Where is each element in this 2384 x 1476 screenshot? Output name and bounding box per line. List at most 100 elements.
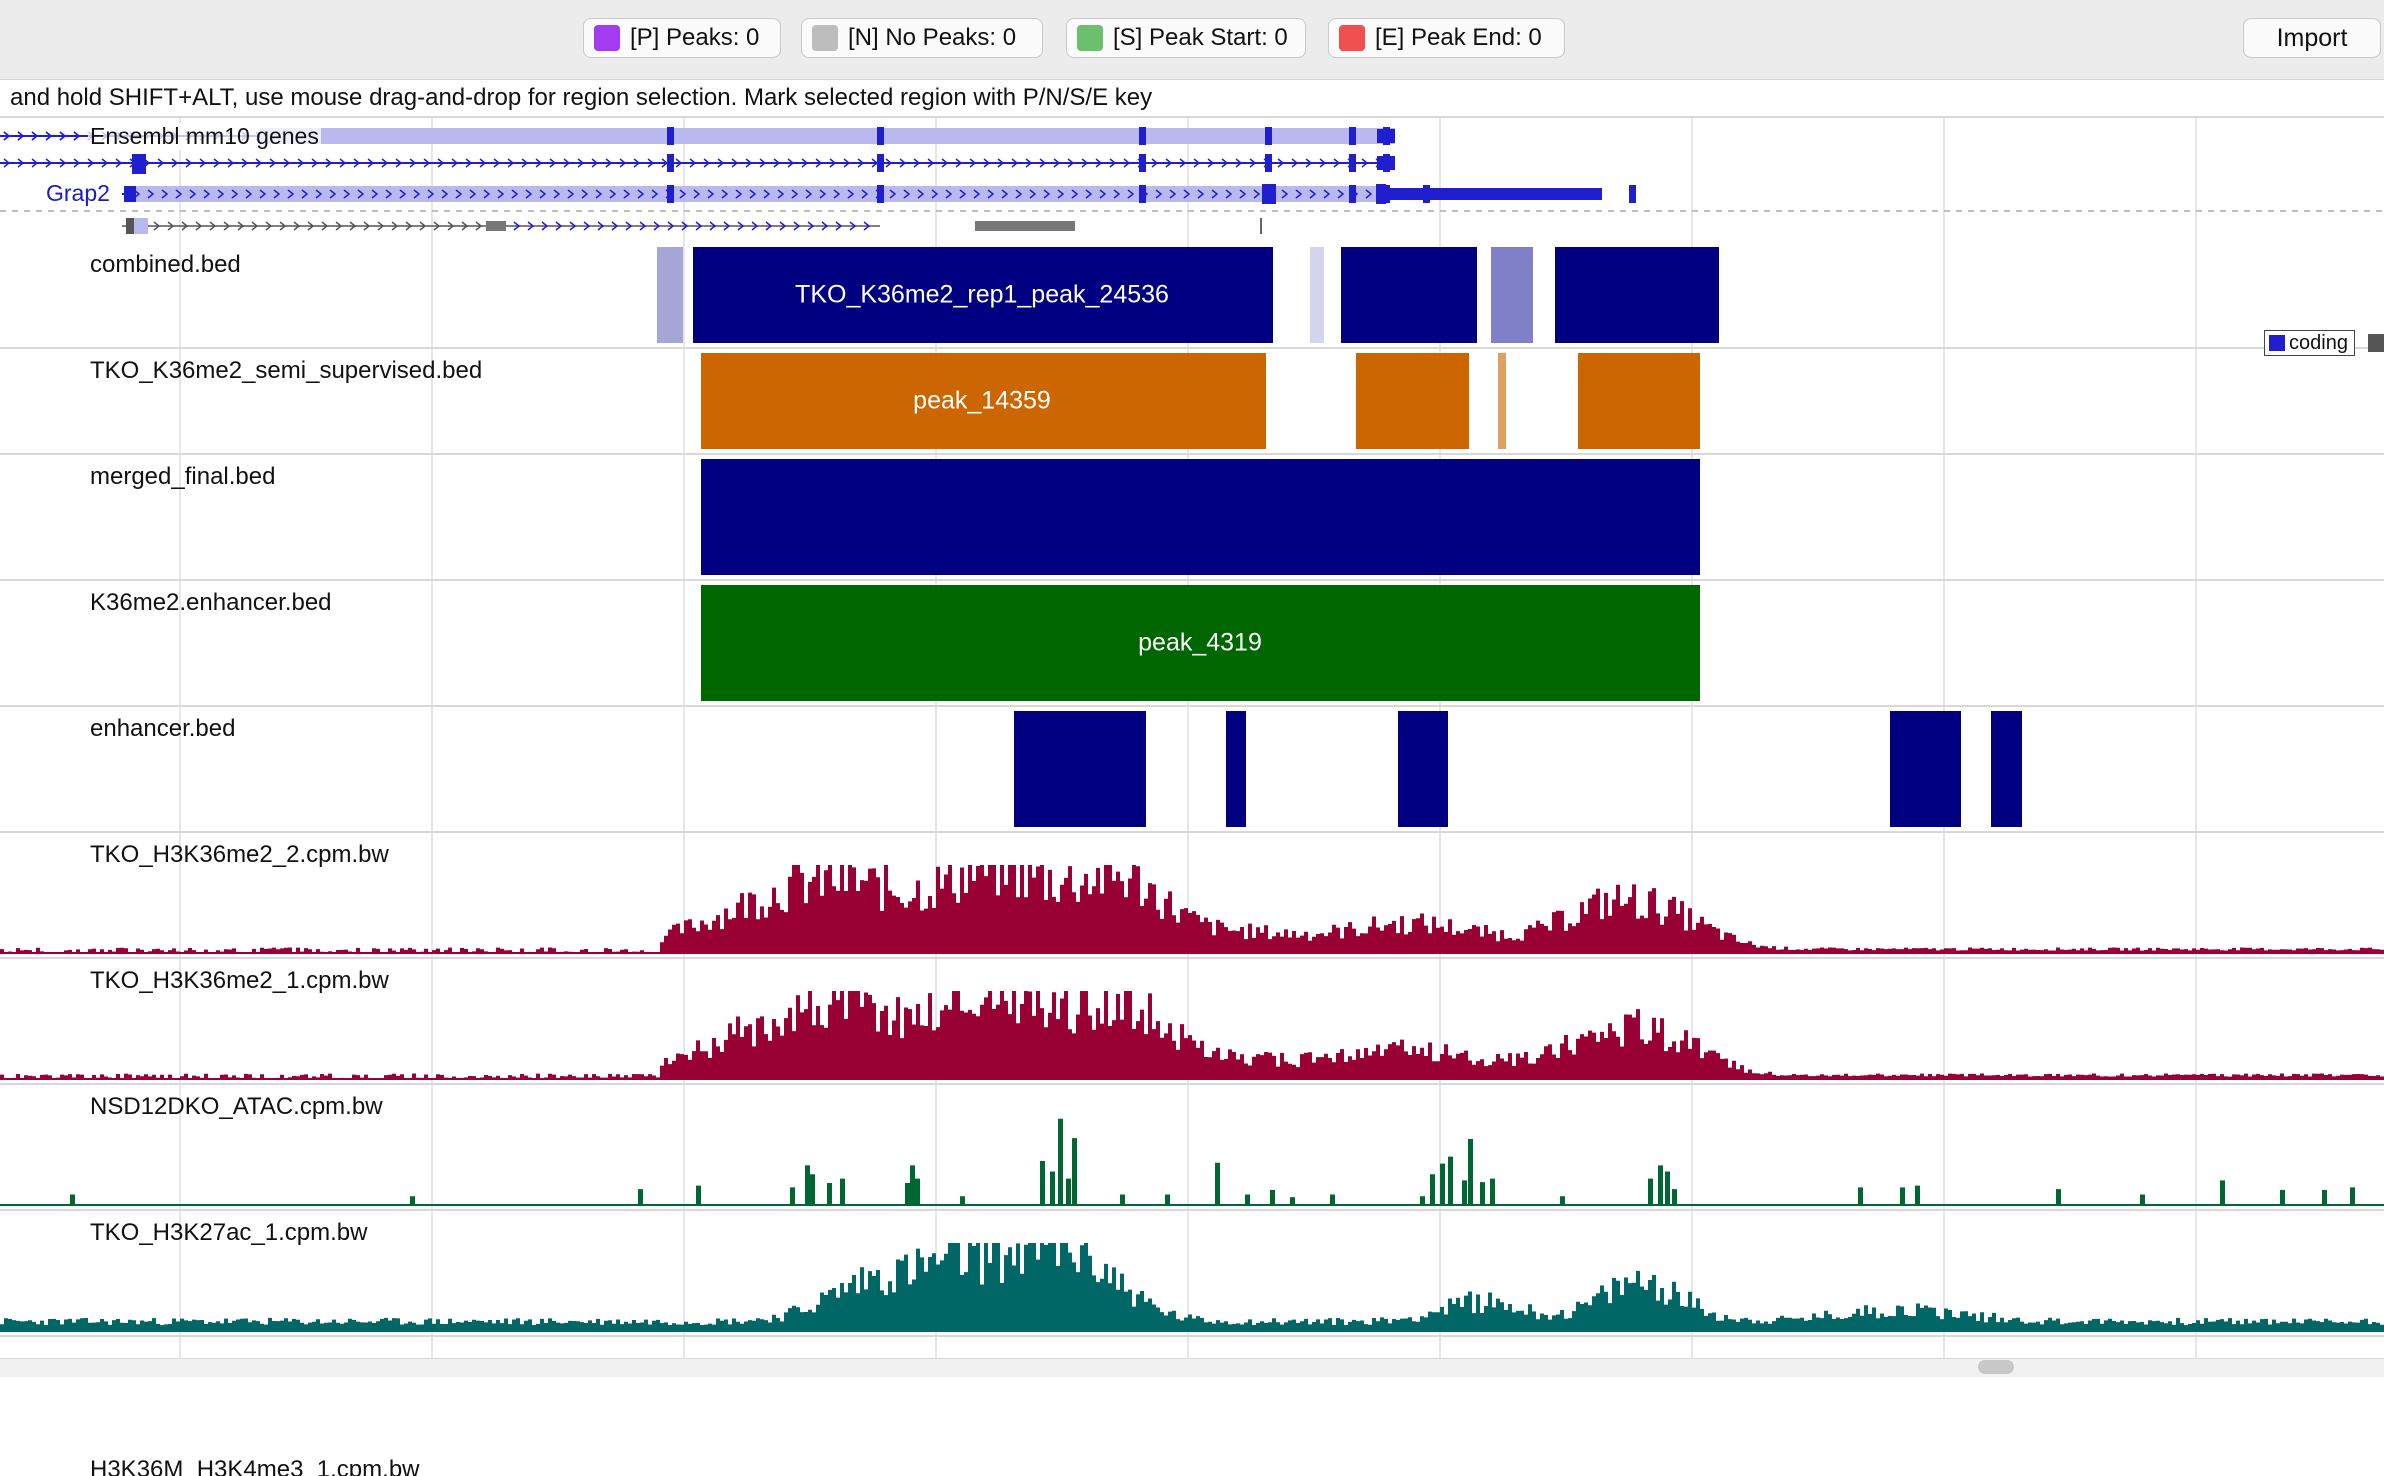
bed-feature[interactable] xyxy=(1341,247,1477,343)
gene-name-label[interactable]: Grap2 xyxy=(46,180,110,206)
grap2-strand-chevron xyxy=(245,189,253,199)
track-canvas[interactable] xyxy=(0,959,2384,1085)
transcript-4-strand-chevron xyxy=(541,221,549,231)
track-canvas[interactable] xyxy=(0,707,2384,833)
transcript-2-strand-chevron xyxy=(787,158,795,168)
bed-feature[interactable] xyxy=(1890,711,1961,827)
peak-end-swatch xyxy=(1339,25,1365,51)
horizontal-scrollbar[interactable] xyxy=(0,1358,2384,1377)
peak-end-button[interactable]: [E] Peak End: 0 xyxy=(1328,18,1565,58)
track-canvas[interactable] xyxy=(0,349,2384,455)
transcript-2-strand-chevron xyxy=(31,158,39,168)
grap2-strand-chevron xyxy=(343,189,351,199)
transcript-4-strand-chevron xyxy=(695,221,703,231)
grap2-strand-chevron xyxy=(1295,189,1303,199)
mark-toolbar: [P] Peaks: 0 [N] No Peaks: 0 [S] Peak St… xyxy=(0,0,2384,80)
track-canvas[interactable] xyxy=(0,833,2384,959)
track-canvas[interactable] xyxy=(0,581,2384,707)
track-divider xyxy=(0,1335,2384,1337)
bed-feature[interactable] xyxy=(693,247,1273,343)
no-peaks-button[interactable]: [N] No Peaks: 0 xyxy=(801,18,1043,58)
track-label[interactable]: K36me2.enhancer.bed xyxy=(90,589,332,616)
track-label[interactable]: TKO_H3K27ac_1.cpm.bw xyxy=(90,1219,368,1246)
grap2-strand-chevron xyxy=(441,189,449,199)
bed-feature[interactable] xyxy=(1491,247,1533,343)
bed-feature[interactable] xyxy=(1356,353,1469,449)
grap2-strand-chevron xyxy=(539,189,547,199)
bed-feature[interactable] xyxy=(1498,353,1506,449)
track-label[interactable]: merged_final.bed xyxy=(90,463,276,490)
track-divider xyxy=(0,1209,2384,1211)
peaks-swatch xyxy=(594,25,620,51)
peaks-button[interactable]: [P] Peaks: 0 xyxy=(583,18,781,58)
bed-feature[interactable] xyxy=(701,585,1700,701)
bed-feature[interactable] xyxy=(1014,711,1146,827)
peak-end-button-label: [E] Peak End: 0 xyxy=(1375,24,1542,51)
transcript-2-strand-chevron xyxy=(1235,158,1243,168)
track-canvas[interactable] xyxy=(0,243,2384,349)
track-canvas[interactable] xyxy=(0,1211,2384,1337)
grap2-strand-chevron xyxy=(1281,189,1289,199)
transcript-2-strand-chevron xyxy=(423,158,431,168)
transcript-2-strand-chevron xyxy=(157,158,165,168)
bed-feature[interactable] xyxy=(1226,711,1246,827)
bed-feature[interactable] xyxy=(1991,711,2022,827)
track-label[interactable]: NSD12DKO_ATAC.cpm.bw xyxy=(90,1093,383,1120)
signal-bars xyxy=(0,865,2384,953)
transcript-2-strand-chevron xyxy=(1221,158,1229,168)
transcript-2-strand-chevron xyxy=(731,158,739,168)
grap2-strand-chevron xyxy=(1127,189,1135,199)
coding-legend-label: coding xyxy=(2289,331,2348,354)
grap2-strand-chevron xyxy=(1323,189,1331,199)
transcript-4-strand-chevron xyxy=(681,221,689,231)
bed-feature[interactable] xyxy=(1310,247,1324,343)
transcript-1-exon xyxy=(877,127,884,145)
peaks-button-label: [P] Peaks: 0 xyxy=(630,24,760,51)
bed-feature[interactable] xyxy=(701,459,1700,575)
grap2-strand-chevron xyxy=(1197,189,1205,199)
track-label[interactable]: enhancer.bed xyxy=(90,715,236,742)
selection-hint: and hold SHIFT+ALT, use mouse drag-and-d… xyxy=(10,84,1153,111)
coding-legend-swatch xyxy=(2269,335,2285,351)
bed-feature[interactable] xyxy=(701,353,1266,449)
bed-feature[interactable] xyxy=(1398,711,1448,827)
noncoding-strand-chevron xyxy=(377,221,385,231)
transcript-4-strand-chevron xyxy=(611,221,619,231)
grap2-strand-chevron xyxy=(217,189,225,199)
bed-feature[interactable] xyxy=(1555,247,1719,343)
peak-start-button[interactable]: [S] Peak Start: 0 xyxy=(1066,18,1306,58)
transcript-2-strand-chevron xyxy=(913,158,921,168)
transcript-2-strand-chevron xyxy=(717,158,725,168)
track-canvas[interactable] xyxy=(0,455,2384,581)
grap2-strand-chevron xyxy=(553,189,561,199)
track-label[interactable]: combined.bed xyxy=(90,251,241,278)
transcript-2-strand-chevron xyxy=(381,158,389,168)
grap2-exon xyxy=(877,185,884,203)
gene-model-canvas[interactable] xyxy=(0,118,2384,243)
track-label[interactable]: TKO_H3K36me2_1.cpm.bw xyxy=(90,967,389,994)
bed-feature[interactable] xyxy=(1578,353,1700,449)
scrollbar-thumb[interactable] xyxy=(1978,1360,2014,1374)
track-label[interactable]: TKO_H3K36me2_2.cpm.bw xyxy=(90,841,389,868)
grap2-strand-chevron xyxy=(567,189,575,199)
transcript-4-strand-chevron xyxy=(737,221,745,231)
transcript-4-strand-chevron xyxy=(723,221,731,231)
track-label[interactable]: TKO_K36me2_semi_supervised.bed xyxy=(90,357,483,384)
transcript-2-strand-chevron xyxy=(45,158,53,168)
grap2-strand-chevron xyxy=(581,189,589,199)
transcript-2-exon xyxy=(667,154,674,172)
track-canvas[interactable] xyxy=(0,1085,2384,1211)
next-track-label-cutoff: H3K36M_H3K4me3_1.cpm.bw xyxy=(90,1458,420,1476)
grap2-strand-chevron xyxy=(357,189,365,199)
transcript-2-strand-chevron xyxy=(689,158,697,168)
transcript-4-strand-chevron xyxy=(863,221,871,231)
grap2-strand-chevron xyxy=(399,189,407,199)
grap2-strand-chevron xyxy=(987,189,995,199)
genome-track-panel[interactable]: Ensembl mm10 genes Grap2 coding combined… xyxy=(0,118,2384,1476)
transcript-2-strand-chevron xyxy=(227,158,235,168)
import-button[interactable]: Import xyxy=(2243,18,2381,58)
transcript-2-strand-chevron xyxy=(283,158,291,168)
bed-feature[interactable] xyxy=(657,247,683,343)
transcript-4-strand-chevron xyxy=(849,221,857,231)
coding-legend: coding xyxy=(2264,330,2355,356)
